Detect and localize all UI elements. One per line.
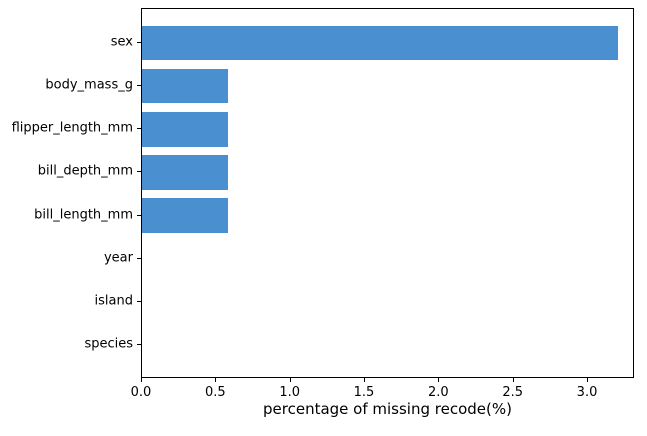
bar-body_mass_g: [142, 68, 229, 104]
x-tick-mark: [289, 378, 291, 382]
plot-area: [141, 8, 634, 378]
y-tick-label-bill_length_mm: bill_length_mm: [34, 207, 133, 223]
x-tick-mark: [215, 378, 217, 382]
x-tick-mark: [141, 378, 142, 382]
y-tick-label-year: year: [103, 250, 133, 266]
bar-bill_depth_mm: [142, 155, 229, 190]
y-tick-label-flipper_length_mm: flipper_length_mm: [11, 120, 133, 136]
y-tick-mark: [137, 128, 141, 130]
bar-flipper_length_mm: [142, 112, 229, 147]
x-tick-label-2.0: 2.0: [428, 385, 449, 400]
y-tick-mark: [137, 42, 141, 44]
y-tick-label-species: species: [84, 336, 133, 352]
x-tick-mark: [438, 378, 440, 382]
x-tick-label-3.0: 3.0: [576, 385, 598, 400]
x-tick-label-1.5: 1.5: [353, 385, 375, 400]
bar-bill_length_mm: [142, 198, 229, 233]
x-tick-label-2.5: 2.5: [502, 385, 524, 400]
x-tick-mark: [587, 378, 589, 382]
y-tick-mark: [137, 257, 141, 259]
y-tick-mark: [137, 300, 141, 302]
y-tick-mark: [137, 343, 141, 345]
y-tick-label-body_mass_g: body_mass_g: [45, 77, 133, 93]
y-tick-mark: [137, 171, 141, 173]
x-tick-mark: [364, 378, 365, 382]
y-tick-mark: [137, 214, 141, 216]
x-tick-label-1.0: 1.0: [279, 385, 301, 400]
x-tick-label-0.5: 0.5: [204, 385, 226, 400]
x-tick-label-0.0: 0.0: [130, 385, 152, 400]
y-tick-label-sex: sex: [110, 34, 133, 50]
y-tick-mark: [137, 85, 141, 87]
x-tick-mark: [512, 378, 514, 382]
bar-sex: [142, 25, 618, 61]
y-tick-label-bill_depth_mm: bill_depth_mm: [37, 163, 133, 179]
x-axis-label: percentage of missing recode(%): [263, 400, 512, 418]
y-tick-label-island: island: [94, 293, 133, 309]
